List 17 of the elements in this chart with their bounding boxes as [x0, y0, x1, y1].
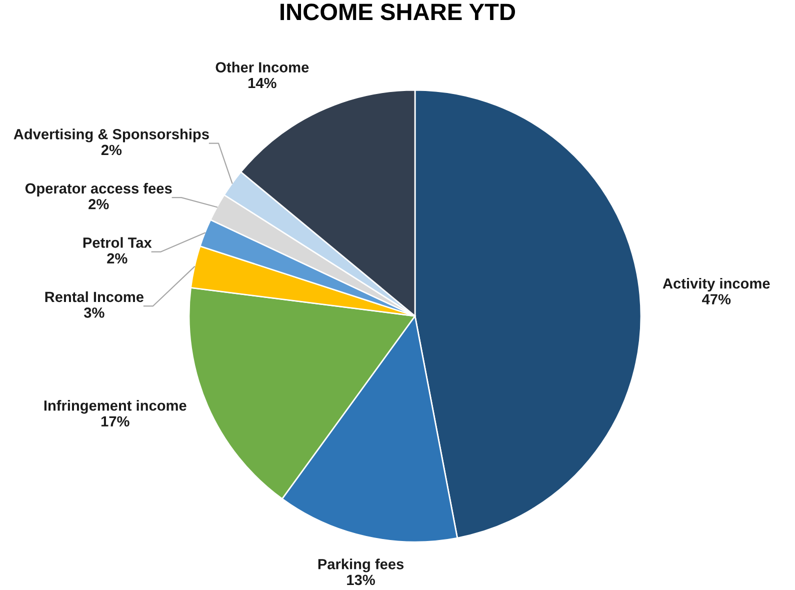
- data-label: 14%: [248, 78, 276, 88]
- slice-label: Advertising & Sponsorships: [14, 128, 209, 142]
- slice-label: Operator access fees: [25, 182, 172, 196]
- data-label: 2%: [107, 253, 128, 264]
- slice-label: Petrol Tax: [83, 237, 152, 248]
- data-label: 2%: [88, 198, 109, 210]
- chart-title: INCOME SHARE YTD: [280, 4, 516, 20]
- data-label: 3%: [84, 307, 104, 318]
- slice-label: Infringement income: [44, 400, 186, 414]
- slice-label: Activity income: [662, 278, 770, 292]
- slice-label: Rental Income: [45, 291, 144, 302]
- data-label: 13%: [347, 574, 375, 586]
- data-label: 17%: [101, 416, 130, 426]
- data-label: 47%: [702, 294, 731, 304]
- data-label: 2%: [101, 144, 122, 156]
- slice-label: Other Income: [216, 62, 309, 72]
- slice-label: Parking fees: [318, 558, 404, 572]
